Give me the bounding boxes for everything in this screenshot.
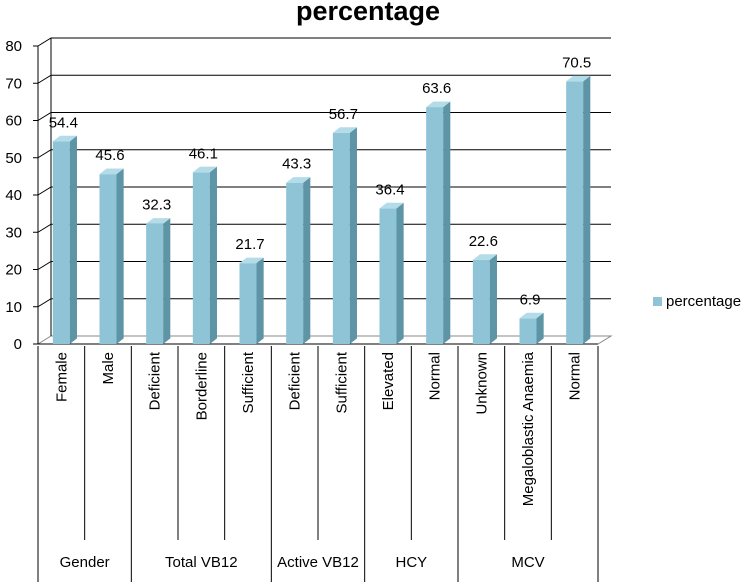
- gridlines: [36, 37, 613, 345]
- group-label: HCY: [395, 554, 427, 571]
- bar-side: [536, 312, 544, 344]
- group-label: Gender: [60, 554, 110, 571]
- legend-label: percentage: [666, 293, 741, 310]
- bars: [52, 75, 591, 345]
- bar: [566, 81, 584, 344]
- bar-side: [443, 101, 451, 345]
- data-label: 54.4: [49, 114, 78, 131]
- data-label: 6.9: [520, 291, 541, 308]
- bar-top: [239, 257, 264, 264]
- data-label: 45.6: [95, 147, 124, 164]
- bar-top: [426, 101, 451, 108]
- bar: [519, 318, 537, 344]
- bar-top: [192, 166, 217, 173]
- chart-title: percentage: [296, 0, 440, 26]
- y-tick-label: 0: [14, 336, 22, 353]
- bar-side: [303, 177, 311, 344]
- legend: percentage: [653, 293, 741, 310]
- bar-side: [163, 218, 171, 344]
- bar: [472, 259, 490, 344]
- category-label: Elevated: [380, 352, 397, 410]
- axes: [33, 45, 599, 582]
- gridline: [37, 112, 611, 121]
- bar-side: [583, 75, 591, 344]
- y-tick-label: 80: [5, 38, 22, 55]
- data-label: 36.4: [375, 181, 404, 198]
- category-label: Sufficient: [240, 351, 257, 413]
- gridline: [37, 261, 611, 270]
- data-label: 21.7: [235, 236, 264, 253]
- y-tick-label: 50: [5, 150, 22, 167]
- bar-top: [379, 202, 404, 209]
- gridline: [37, 74, 611, 84]
- bar: [239, 263, 257, 344]
- category-label: Unknown: [473, 352, 490, 415]
- data-label: 22.6: [469, 233, 498, 250]
- bar-top: [286, 177, 311, 183]
- gridline: [37, 223, 611, 233]
- bar-side: [69, 135, 77, 344]
- bar-top: [472, 254, 497, 260]
- y-tick-label: 10: [5, 299, 22, 316]
- bar-top: [146, 218, 171, 224]
- y-tick-label: 60: [5, 113, 22, 130]
- category-labels: Female Male Deficient Borderline Sufficient D…: [53, 351, 583, 506]
- category-label: Borderline: [193, 352, 210, 420]
- category-label: Normal: [427, 352, 444, 400]
- data-label: 70.5: [562, 54, 591, 71]
- gridline: [37, 186, 611, 196]
- legend-swatch: [653, 297, 662, 306]
- bar: [192, 172, 210, 344]
- bar: [52, 141, 70, 344]
- bar-top: [99, 168, 124, 175]
- data-label: 43.3: [282, 156, 311, 173]
- category-label: Normal: [567, 352, 584, 400]
- category-label: Deficient: [287, 351, 304, 410]
- bar: [379, 208, 397, 344]
- category-label: Female: [53, 352, 70, 402]
- group-label: MCV: [511, 554, 544, 571]
- y-tick-label: 20: [5, 262, 22, 279]
- data-label: 63.6: [422, 80, 451, 97]
- bar: [332, 132, 350, 344]
- y-tick-label: 40: [5, 187, 22, 204]
- category-label: Sufficient: [333, 351, 350, 413]
- y-tick-label: 70: [5, 75, 22, 92]
- category-label: Deficient: [147, 351, 164, 410]
- bar-top: [519, 312, 544, 319]
- bar-top: [332, 127, 357, 133]
- gridline: [37, 37, 611, 47]
- y-tick-labels: 0 10 20 30 40 50 60 70 80: [5, 38, 22, 353]
- y-tick-label: 30: [5, 224, 22, 241]
- bar: [99, 174, 117, 344]
- group-label: Active VB12: [277, 554, 359, 571]
- bar-side: [349, 127, 357, 344]
- bar-side: [396, 202, 404, 344]
- bar-side: [489, 254, 497, 344]
- bar-top: [566, 75, 591, 82]
- bar-top: [52, 135, 77, 142]
- bar-side: [116, 168, 124, 344]
- bar: [426, 107, 444, 344]
- category-label: Megaloblastic Anaemia: [520, 351, 537, 506]
- data-labels: 54.4 45.6 32.3 46.1 21.7 43.3 56.7 36.4 63.6 22.6…: [49, 54, 592, 308]
- category-label: Male: [100, 352, 117, 385]
- bar-side: [209, 166, 217, 344]
- bar: [146, 223, 164, 344]
- bar: [286, 182, 304, 344]
- bar-side: [256, 257, 264, 344]
- data-label: 32.3: [142, 197, 171, 214]
- group-label: Total VB12: [165, 554, 238, 571]
- data-label: 46.1: [189, 145, 218, 162]
- data-label: 56.7: [329, 106, 358, 123]
- group-labels: Gender Total VB12 Active VB12 HCY MCV: [60, 554, 545, 571]
